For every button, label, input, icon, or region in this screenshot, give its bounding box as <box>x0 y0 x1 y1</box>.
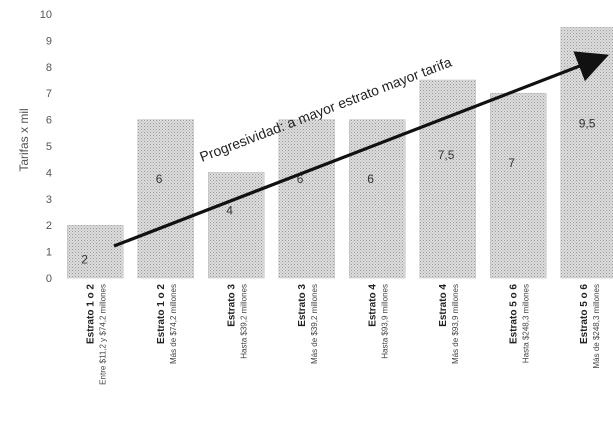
category-label: Estrato 1 o 2 Entre $11,2 y $74,2 millone… <box>85 284 107 385</box>
bars <box>67 26 613 279</box>
category-title: Estrato 4 <box>438 284 449 327</box>
category-label: Estrato 4 Hasta $93,9 millones <box>367 284 389 359</box>
category-title: Estrato 1 o 2 <box>156 284 167 344</box>
y-axis-ticks: 0 1 2 3 4 5 6 7 8 9 10 <box>40 9 52 285</box>
category-subtitle: Hasta $39,2 millones <box>239 284 248 359</box>
bar <box>67 224 124 279</box>
y-tick-label: 0 <box>46 273 52 285</box>
bar <box>278 119 335 279</box>
bar-value-label: 7,5 <box>438 148 455 162</box>
category-title: Estrato 5 o 6 <box>579 284 590 344</box>
category-title: Estrato 4 <box>367 284 378 327</box>
category-label: Estrato 3 Hasta $39,2 millones <box>226 284 248 359</box>
category-title: Estrato 3 <box>226 284 237 327</box>
y-tick-label: 2 <box>46 220 52 232</box>
category-title: Estrato 3 <box>297 284 308 327</box>
bar <box>349 119 406 279</box>
category-label: Estrato 4 Más de $93,9 millones <box>438 284 460 364</box>
bar-value-label: 6 <box>367 172 374 186</box>
category-subtitle: Hasta $93,9 millones <box>380 284 389 359</box>
category-label: Estrato 5 o 6 Hasta $248,3 millones <box>508 284 530 364</box>
y-tick-label: 3 <box>46 194 52 206</box>
y-tick-label: 1 <box>46 247 52 259</box>
trend-arrow <box>113 51 609 248</box>
category-subtitle: Más de $93,9 millones <box>451 284 460 364</box>
category-subtitle: Más de $39,2 millones <box>310 284 319 364</box>
y-tick-label: 7 <box>46 88 52 100</box>
y-tick-label: 6 <box>46 115 52 127</box>
bar <box>419 79 476 279</box>
category-label: Estrato 1 o 2 Más de $74,2 millones <box>156 284 178 364</box>
category-title: Estrato 1 o 2 <box>85 284 96 344</box>
y-tick-label: 4 <box>46 167 52 179</box>
y-tick-label: 5 <box>46 141 52 153</box>
bar-value-label: 9,5 <box>579 117 596 131</box>
category-subtitle: Más de $74,2 millones <box>169 284 178 364</box>
y-tick-label: 10 <box>40 9 52 21</box>
category-label: Estrato 5 o 6 Más de $248,3 millones <box>579 284 601 369</box>
bar-value-label: 6 <box>297 172 304 186</box>
bar-value-label: 4 <box>226 204 233 218</box>
category-subtitle: Hasta $248,3 millones <box>521 284 530 363</box>
bar <box>208 172 265 279</box>
category-subtitle: Entre $11,2 y $74,2 millones <box>98 284 107 385</box>
value-labels: 2 6 4 6 6 7,5 7 9,5 <box>81 117 596 267</box>
category-label: Estrato 3 Más de $39,2 millones <box>297 284 319 364</box>
bar-value-label: 7 <box>508 156 515 170</box>
category-labels: Estrato 1 o 2 Entre $11,2 y $74,2 millone… <box>85 284 601 385</box>
bar <box>490 92 547 279</box>
bar <box>137 119 194 279</box>
category-subtitle: Más de $248,3 millones <box>592 284 601 369</box>
y-axis-label: Tarifas x mil <box>17 108 31 171</box>
y-tick-label: 9 <box>46 35 52 47</box>
bar-value-label: 2 <box>81 253 88 267</box>
y-tick-label: 8 <box>46 62 52 74</box>
bar-value-label: 6 <box>156 172 163 186</box>
category-title: Estrato 5 o 6 <box>508 284 519 344</box>
